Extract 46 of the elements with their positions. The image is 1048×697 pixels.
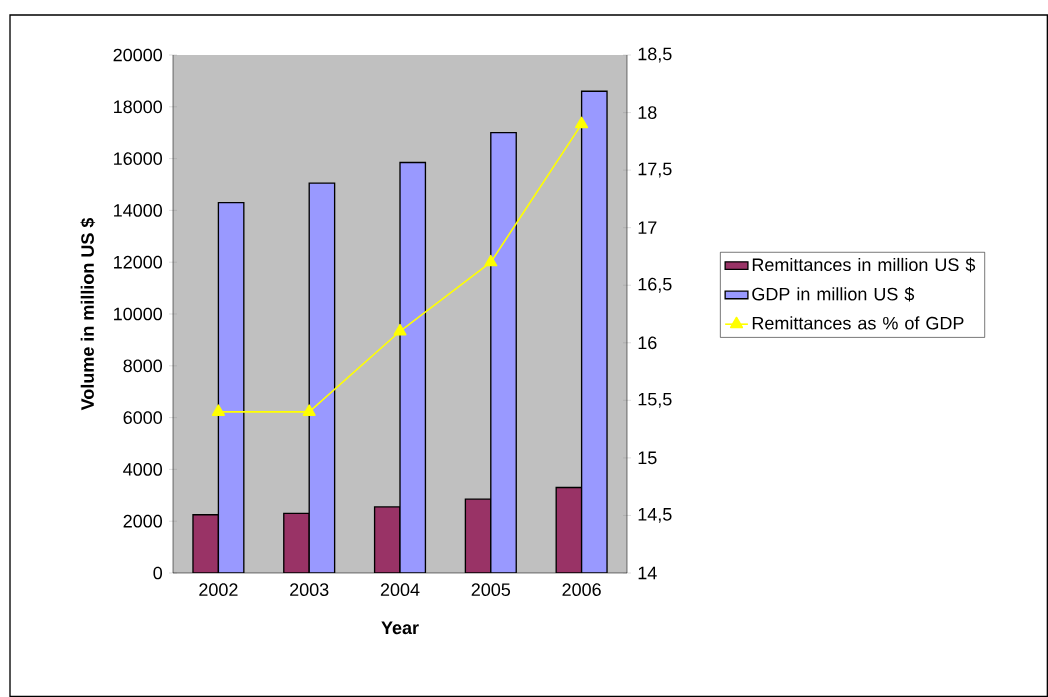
bar (283, 512, 310, 573)
y2-tick-label: 18 (638, 106, 657, 119)
x-tick-label: 2003 (290, 583, 329, 596)
y-tick-label: 4000 (123, 463, 163, 476)
y2-tick-label: 14,5 (638, 508, 672, 523)
x-tick-label: 2005 (471, 583, 511, 596)
bar (490, 132, 517, 573)
y2-tick-label: 15,5 (638, 392, 672, 408)
point (393, 323, 407, 336)
bar (217, 201, 245, 573)
y2-tick-label: 18,5 (638, 47, 672, 63)
bar (399, 161, 427, 573)
bar (192, 514, 220, 573)
y-tick-label: 14000 (114, 204, 163, 217)
legend-label: GDP in million US $ (752, 286, 915, 302)
legend-label: Remittances as % of GDP (752, 316, 964, 330)
x-axis-title: Year (381, 621, 419, 635)
y-tick-label: 6000 (123, 411, 163, 424)
bar (555, 486, 583, 573)
point (302, 404, 316, 416)
point (484, 254, 498, 267)
x-tick-label: 2006 (562, 583, 601, 596)
legend-label: Remittances in million US $ (752, 257, 976, 273)
y2-tick-label: 16,5 (638, 277, 672, 293)
point (575, 116, 589, 129)
y-tick-label: 16000 (114, 152, 163, 165)
x-tick-label: 2004 (380, 583, 420, 596)
x-tick-label: 2002 (199, 583, 238, 596)
y-tick-label: 20000 (113, 48, 163, 62)
y2-tick-label: 17 (638, 221, 657, 234)
point (211, 404, 225, 416)
y-tick-label: 0 (153, 566, 163, 580)
y-axis-title: Volume in million US $ (80, 217, 96, 411)
y2-tick-label: 17,5 (638, 162, 672, 178)
y2-tick-label: 14 (638, 566, 657, 580)
y-tick-label: 8000 (123, 359, 163, 373)
bar (308, 182, 336, 573)
y-tick-label: 2000 (123, 514, 163, 528)
y2-tick-label: 16 (638, 336, 657, 350)
y-tick-label: 18000 (114, 100, 163, 114)
y-tick-label: 10000 (114, 307, 163, 321)
bar (373, 506, 401, 573)
bar (580, 90, 608, 573)
y2-tick-label: 15 (638, 451, 657, 465)
y-tick-label: 12000 (114, 255, 163, 269)
bar (464, 498, 492, 573)
